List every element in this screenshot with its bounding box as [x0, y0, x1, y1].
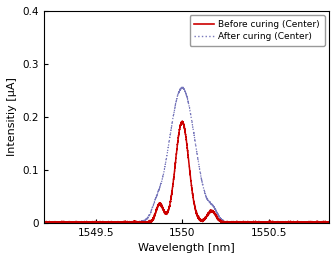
Before curing (Center) [277, 221, 281, 224]
After curing (Center) [255, 221, 259, 224]
Before curing (Center) [42, 221, 46, 224]
Legend: Before curing (Center), After curing (Center): Before curing (Center), After curing (Ce… [190, 15, 325, 46]
After curing (Center) [277, 221, 281, 224]
Before curing (Center) [94, 221, 98, 224]
Before curing (Center) [327, 221, 331, 224]
Before curing (Center) [227, 221, 232, 224]
After curing (Center) [227, 221, 232, 224]
Y-axis label: Intensitiy [μA]: Intensitiy [μA] [7, 77, 17, 156]
Before curing (Center) [180, 120, 184, 123]
After curing (Center) [327, 221, 331, 224]
X-axis label: Wavelength [nm]: Wavelength [nm] [138, 243, 235, 253]
After curing (Center) [94, 221, 98, 224]
Line: After curing (Center): After curing (Center) [44, 87, 329, 223]
Before curing (Center) [42, 220, 46, 223]
After curing (Center) [151, 205, 155, 208]
Before curing (Center) [255, 221, 259, 224]
After curing (Center) [42, 221, 46, 224]
Before curing (Center) [213, 212, 217, 215]
Before curing (Center) [151, 218, 155, 221]
After curing (Center) [180, 85, 184, 88]
Line: Before curing (Center): Before curing (Center) [44, 121, 329, 223]
After curing (Center) [213, 207, 217, 210]
